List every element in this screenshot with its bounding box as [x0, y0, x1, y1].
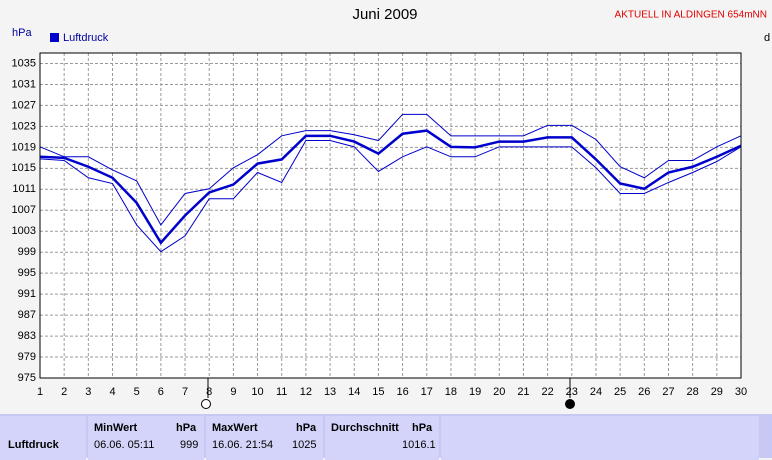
- x-tick-label: 16: [396, 386, 408, 398]
- header: hPa: [176, 422, 197, 434]
- stats-cell: [88, 416, 204, 460]
- x-tick-label: 30: [735, 386, 747, 398]
- plot-frame: [39, 52, 742, 379]
- x-tick-label: 19: [469, 386, 481, 398]
- mean-line: [39, 129, 742, 245]
- x-tick-label: 7: [182, 386, 188, 398]
- y-tick-label: 1015: [12, 162, 36, 174]
- stats-cell: [441, 416, 759, 460]
- row-label: Luftdruck: [8, 439, 59, 451]
- y-tick-label: 991: [18, 288, 36, 300]
- range-line: [39, 113, 742, 226]
- y-tick-label: 1027: [12, 99, 36, 111]
- x-tick-label: 27: [662, 386, 674, 398]
- stats-panel: MinWert hPa MaxWert hPa Durchschnitt hPa…: [0, 414, 772, 460]
- x-tick-label: 11: [276, 386, 287, 398]
- x-tick-label: 22: [541, 386, 553, 398]
- x-tick-label: 24: [590, 386, 602, 398]
- y2-axis-label: d: [764, 32, 770, 44]
- x-tick-label: 10: [251, 386, 263, 398]
- header: hPa: [412, 422, 433, 434]
- x-tick-label: 26: [638, 386, 650, 398]
- x-tick-label: 5: [134, 386, 140, 398]
- y-tick-label: 1023: [12, 120, 36, 132]
- station-label: AKTUELL IN ALDINGEN 654mNN: [615, 10, 767, 21]
- stats-cell: [206, 416, 323, 460]
- y-axis-label: hPa: [12, 27, 32, 39]
- range-line: [39, 140, 742, 253]
- x-tick-label: 29: [711, 386, 723, 398]
- stats-cell: [325, 416, 439, 460]
- y-tick-label: 999: [18, 246, 36, 258]
- series-lines: [39, 113, 742, 253]
- x-tick-label: 4: [109, 386, 115, 398]
- chart-title: Juni 2009: [352, 6, 417, 23]
- plot-area: [40, 53, 741, 378]
- header: MaxWert: [212, 422, 258, 434]
- y-tick-label: 975: [18, 372, 36, 384]
- x-tick-label: 14: [348, 386, 360, 398]
- y-tick-label: 1031: [12, 78, 36, 90]
- x-tick-label: 3: [85, 386, 91, 398]
- y-tick-label: 995: [18, 267, 36, 279]
- y-tick-label: 1019: [12, 141, 36, 153]
- y-tick-label: 1007: [12, 204, 36, 216]
- x-tick-label: 18: [445, 386, 457, 398]
- stats-cell: [0, 416, 86, 460]
- legend-label: Luftdruck: [63, 32, 109, 44]
- y-tick-label: 979: [18, 351, 36, 363]
- max-time: 16.06. 21:54: [212, 439, 274, 451]
- x-tick-label: 25: [614, 386, 626, 398]
- x-tick-label: 21: [517, 386, 529, 398]
- x-tick-label: 28: [687, 386, 699, 398]
- legend-swatch: [50, 33, 59, 42]
- y-tick-label: 983: [18, 330, 36, 342]
- x-tick-label: 9: [230, 386, 236, 398]
- x-tick-label: 2: [61, 386, 67, 398]
- x-tick-label: 1: [37, 386, 43, 398]
- x-tick-label: 12: [300, 386, 312, 398]
- x-tick-label: 17: [421, 386, 433, 398]
- x-tick-label: 6: [158, 386, 164, 398]
- full-moon-icon: [201, 399, 211, 409]
- chart: Juni 2009 AKTUELL IN ALDINGEN 654mNN hPa…: [12, 6, 770, 409]
- new-moon-icon: [565, 399, 575, 409]
- x-tick-label: 20: [493, 386, 505, 398]
- x-tick-label: 8: [206, 386, 212, 398]
- mean-value: 1016.1: [402, 439, 436, 451]
- x-tick-label: 13: [324, 386, 336, 398]
- y-tick-label: 1003: [12, 225, 36, 237]
- x-tick-label: 15: [372, 386, 384, 398]
- x-tick-label: 23: [566, 386, 578, 398]
- y-tick-label: 1011: [12, 183, 36, 195]
- max-value: 1025: [292, 439, 317, 451]
- header: hPa: [296, 422, 317, 434]
- header: MinWert: [94, 422, 138, 434]
- min-value: 999: [180, 439, 199, 451]
- y-tick-label: 1035: [12, 57, 36, 69]
- y-tick-label: 987: [18, 309, 36, 321]
- min-time: 06.06. 05:11: [94, 439, 155, 451]
- header: Durchschnitt: [331, 422, 399, 434]
